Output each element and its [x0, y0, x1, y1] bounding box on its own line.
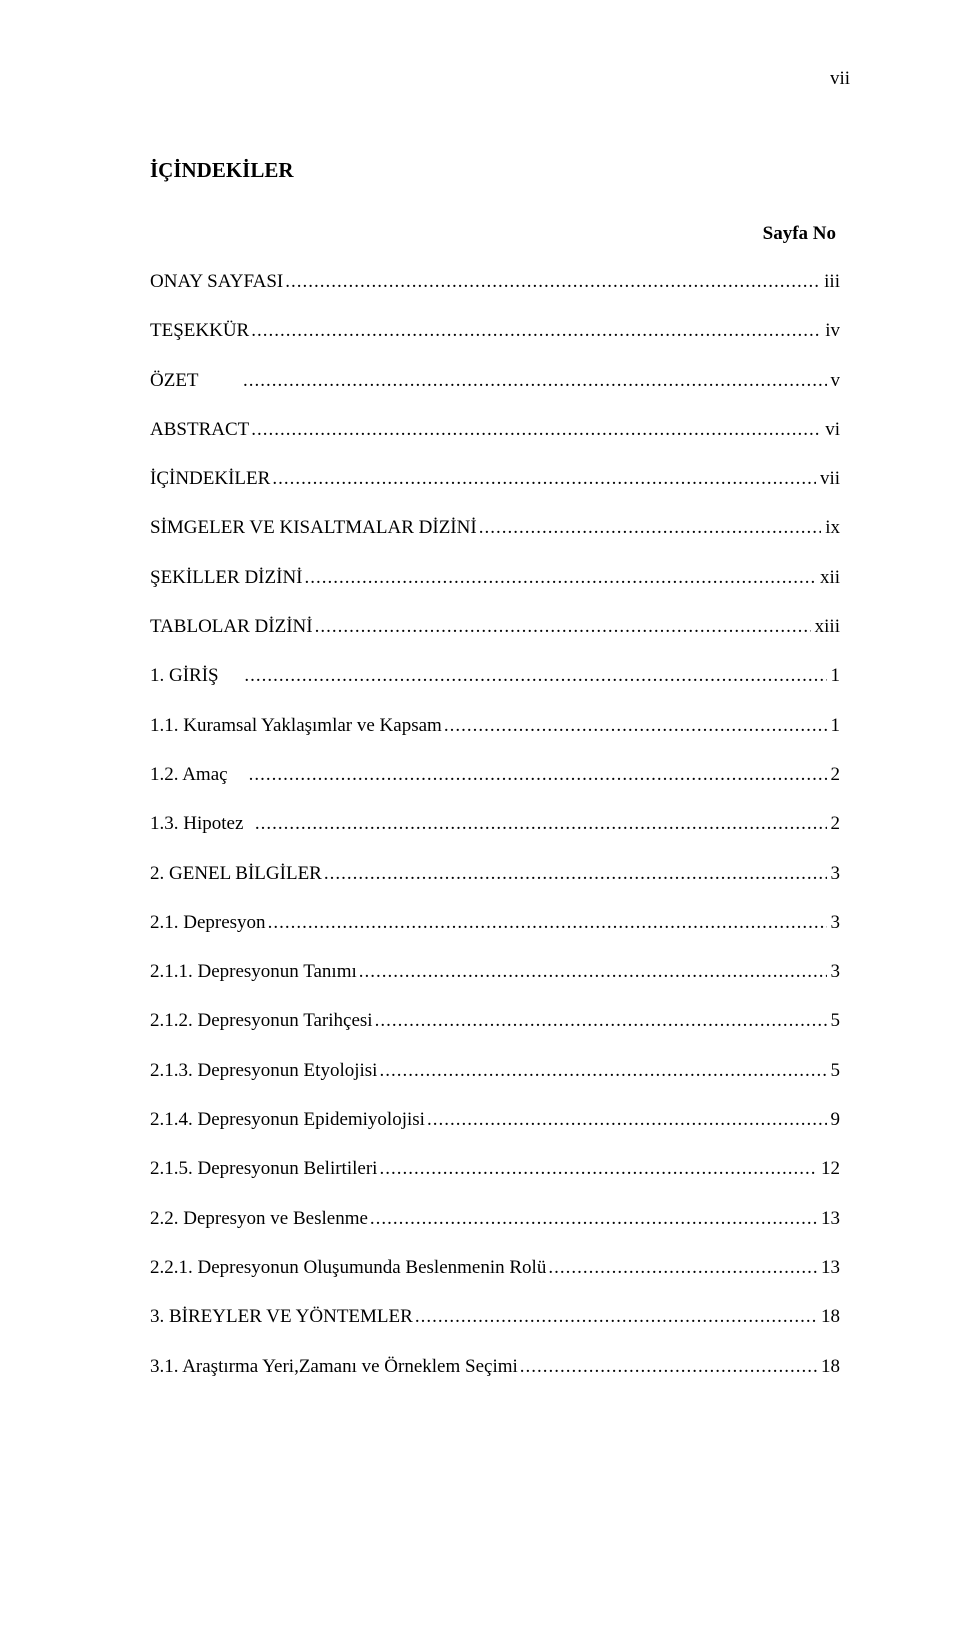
toc-entry: 2.1.2. Depresyonun Tarihçesi 5: [150, 1010, 840, 1033]
toc-entry-label: 2.1.1. Depresyonun Tanımı: [150, 961, 357, 984]
toc-entry-label: ONAY SAYFASI: [150, 271, 283, 294]
toc-entry: 1.3. Hipotez 2: [150, 813, 840, 836]
toc-entry: 2.1.3. Depresyonun Etyolojisi 5: [150, 1060, 840, 1083]
toc-entry-label: 2.1.5. Depresyonun Belirtileri: [150, 1158, 377, 1181]
toc-leader-dots: [305, 567, 816, 590]
toc-title: İÇİNDEKİLER: [150, 158, 840, 183]
toc-leader-dots: [315, 616, 811, 639]
toc-entry-page: 18: [819, 1306, 840, 1329]
toc-entry-page: xiii: [813, 616, 840, 639]
toc-entry: 2.1.4. Depresyonun Epidemiyolojisi 9: [150, 1109, 840, 1132]
toc-leader-dots: [379, 1060, 826, 1083]
toc-entry-page: ix: [823, 517, 840, 540]
toc-entry-label: 1.1. Kuramsal Yaklaşımlar ve Kapsam: [150, 715, 442, 738]
toc-entry-label: ÖZET: [150, 370, 241, 393]
toc-leader-dots: [375, 1010, 827, 1033]
toc-entry: 1. GİRİŞ 1: [150, 665, 840, 688]
toc-entry-page: iv: [823, 320, 840, 343]
toc-entry: 2.2. Depresyon ve Beslenme 13: [150, 1208, 840, 1231]
page-number-header: vii: [830, 68, 850, 90]
toc-entry-page: 13: [819, 1257, 840, 1280]
toc-entry-page: 2: [829, 764, 841, 787]
toc-entry: 2.1.1. Depresyonun Tanımı 3: [150, 961, 840, 984]
toc-entry-label: 3. BİREYLER VE YÖNTEMLER: [150, 1306, 413, 1329]
toc-entry-label: 2.2.1. Depresyonun Oluşumunda Beslenmeni…: [150, 1257, 546, 1280]
toc-entry: ONAY SAYFASI iii: [150, 271, 840, 294]
toc-entry-page: 13: [819, 1208, 840, 1231]
toc-entry-label: ŞEKİLLER DİZİNİ: [150, 567, 303, 590]
toc-entry-label: 2.1.3. Depresyonun Etyolojisi: [150, 1060, 377, 1083]
toc-entry-page: 3: [829, 912, 841, 935]
document-page: vii İÇİNDEKİLER Sayfa No ONAY SAYFASI ii…: [0, 0, 960, 1652]
toc-leader-dots: [359, 961, 827, 984]
toc-entry: ÖZET v: [150, 370, 840, 393]
toc-entry-page: 1: [829, 715, 841, 738]
toc-leader-dots: [244, 665, 826, 688]
toc-leader-dots: [285, 271, 820, 294]
toc-entry-label: 1.2. Amaç: [150, 764, 247, 787]
toc-list: ONAY SAYFASI iii TEŞEKKÜR iv ÖZET v ABSTRAC…: [150, 271, 840, 1378]
toc-entry: SİMGELER VE KISALTMALAR DİZİNİ ix: [150, 517, 840, 540]
toc-entry-page: v: [829, 370, 841, 393]
toc-leader-dots: [520, 1356, 817, 1379]
toc-leader-dots: [251, 320, 821, 343]
toc-entry-page: 2: [829, 813, 841, 836]
toc-entry: TABLOLAR DİZİNİ xiii: [150, 616, 840, 639]
toc-entry: ŞEKİLLER DİZİNİ xii: [150, 567, 840, 590]
toc-entry: 3. BİREYLER VE YÖNTEMLER 18: [150, 1306, 840, 1329]
toc-leader-dots: [379, 1158, 817, 1181]
toc-leader-dots: [272, 468, 816, 491]
toc-entry: 1.1. Kuramsal Yaklaşımlar ve Kapsam 1: [150, 715, 840, 738]
toc-entry-page: xii: [818, 567, 840, 590]
toc-entry-label: 2.2. Depresyon ve Beslenme: [150, 1208, 368, 1231]
toc-leader-dots: [251, 419, 821, 442]
toc-column-header: Sayfa No: [150, 223, 840, 245]
toc-entry-label: TABLOLAR DİZİNİ: [150, 616, 313, 639]
toc-entry: 2.1.5. Depresyonun Belirtileri 12: [150, 1158, 840, 1181]
toc-entry-page: 3: [829, 961, 841, 984]
toc-entry-label: 2.1. Depresyon: [150, 912, 266, 935]
toc-entry: 1.2. Amaç 2: [150, 764, 840, 787]
toc-entry: 2.2.1. Depresyonun Oluşumunda Beslenmeni…: [150, 1257, 840, 1280]
toc-entry-page: iii: [822, 271, 840, 294]
toc-entry-page: 18: [819, 1356, 840, 1379]
toc-leader-dots: [249, 764, 827, 787]
toc-entry-label: İÇİNDEKİLER: [150, 468, 270, 491]
toc-entry-page: 9: [829, 1109, 841, 1132]
toc-leader-dots: [370, 1208, 817, 1231]
toc-entry-label: 2.1.4. Depresyonun Epidemiyolojisi: [150, 1109, 425, 1132]
toc-leader-dots: [479, 517, 822, 540]
toc-entry-page: 12: [819, 1158, 840, 1181]
toc-entry-page: 5: [829, 1060, 841, 1083]
toc-leader-dots: [415, 1306, 817, 1329]
toc-entry: 2.1. Depresyon 3: [150, 912, 840, 935]
toc-entry: ABSTRACT vi: [150, 419, 840, 442]
toc-leader-dots: [255, 813, 827, 836]
toc-leader-dots: [444, 715, 827, 738]
toc-leader-dots: [427, 1109, 827, 1132]
toc-entry-label: ABSTRACT: [150, 419, 249, 442]
toc-entry-label: SİMGELER VE KISALTMALAR DİZİNİ: [150, 517, 477, 540]
toc-entry-page: 5: [829, 1010, 841, 1033]
toc-entry-page: 3: [829, 863, 841, 886]
toc-entry-label: 2. GENEL BİLGİLER: [150, 863, 322, 886]
toc-entry-label: 2.1.2. Depresyonun Tarihçesi: [150, 1010, 373, 1033]
toc-entry-label: 1. GİRİŞ: [150, 665, 242, 688]
toc-entry: İÇİNDEKİLER vii: [150, 468, 840, 491]
toc-entry-label: 1.3. Hipotez: [150, 813, 253, 836]
toc-entry: 2. GENEL BİLGİLER 3: [150, 863, 840, 886]
toc-entry-label: 3.1. Araştırma Yeri,Zamanı ve Örneklem S…: [150, 1356, 518, 1379]
toc-entry: TEŞEKKÜR iv: [150, 320, 840, 343]
toc-entry-page: vi: [823, 419, 840, 442]
toc-leader-dots: [548, 1257, 817, 1280]
toc-entry: 3.1. Araştırma Yeri,Zamanı ve Örneklem S…: [150, 1356, 840, 1379]
toc-entry-page: vii: [818, 468, 840, 491]
toc-leader-dots: [324, 863, 827, 886]
toc-leader-dots: [268, 912, 827, 935]
toc-leader-dots: [243, 370, 827, 393]
toc-entry-label: TEŞEKKÜR: [150, 320, 249, 343]
toc-entry-page: 1: [829, 665, 841, 688]
